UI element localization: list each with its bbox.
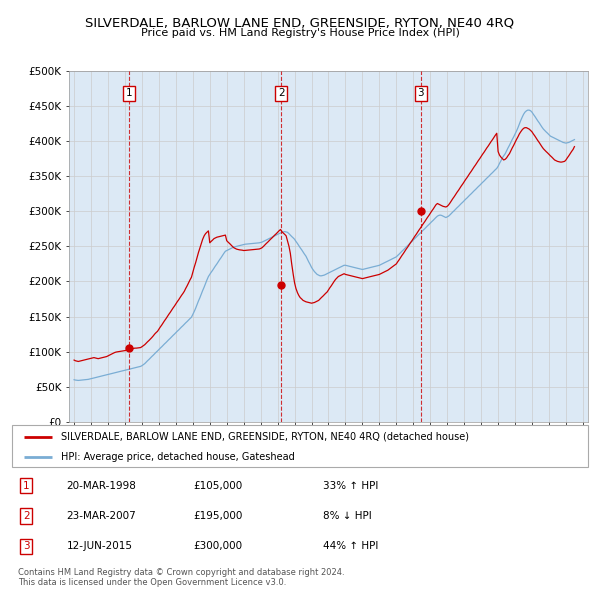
Text: 2: 2 bbox=[278, 88, 284, 99]
Text: 2: 2 bbox=[23, 511, 30, 521]
Text: 8% ↓ HPI: 8% ↓ HPI bbox=[323, 511, 372, 521]
Text: £105,000: £105,000 bbox=[193, 481, 242, 491]
Text: 20-MAR-1998: 20-MAR-1998 bbox=[67, 481, 137, 491]
Text: 1: 1 bbox=[23, 481, 30, 491]
Text: 12-JUN-2015: 12-JUN-2015 bbox=[67, 541, 133, 551]
Text: SILVERDALE, BARLOW LANE END, GREENSIDE, RYTON, NE40 4RQ: SILVERDALE, BARLOW LANE END, GREENSIDE, … bbox=[85, 17, 515, 30]
Text: Contains HM Land Registry data © Crown copyright and database right 2024.
This d: Contains HM Land Registry data © Crown c… bbox=[18, 568, 344, 587]
Text: 33% ↑ HPI: 33% ↑ HPI bbox=[323, 481, 379, 491]
FancyBboxPatch shape bbox=[12, 425, 588, 467]
Text: 1: 1 bbox=[125, 88, 132, 99]
Text: £300,000: £300,000 bbox=[193, 541, 242, 551]
Text: 23-MAR-2007: 23-MAR-2007 bbox=[67, 511, 136, 521]
Text: Price paid vs. HM Land Registry's House Price Index (HPI): Price paid vs. HM Land Registry's House … bbox=[140, 28, 460, 38]
Text: 3: 3 bbox=[23, 541, 30, 551]
Text: 44% ↑ HPI: 44% ↑ HPI bbox=[323, 541, 379, 551]
Text: 3: 3 bbox=[418, 88, 424, 99]
Text: £195,000: £195,000 bbox=[193, 511, 242, 521]
Text: SILVERDALE, BARLOW LANE END, GREENSIDE, RYTON, NE40 4RQ (detached house): SILVERDALE, BARLOW LANE END, GREENSIDE, … bbox=[61, 432, 469, 442]
Text: HPI: Average price, detached house, Gateshead: HPI: Average price, detached house, Gate… bbox=[61, 452, 295, 461]
